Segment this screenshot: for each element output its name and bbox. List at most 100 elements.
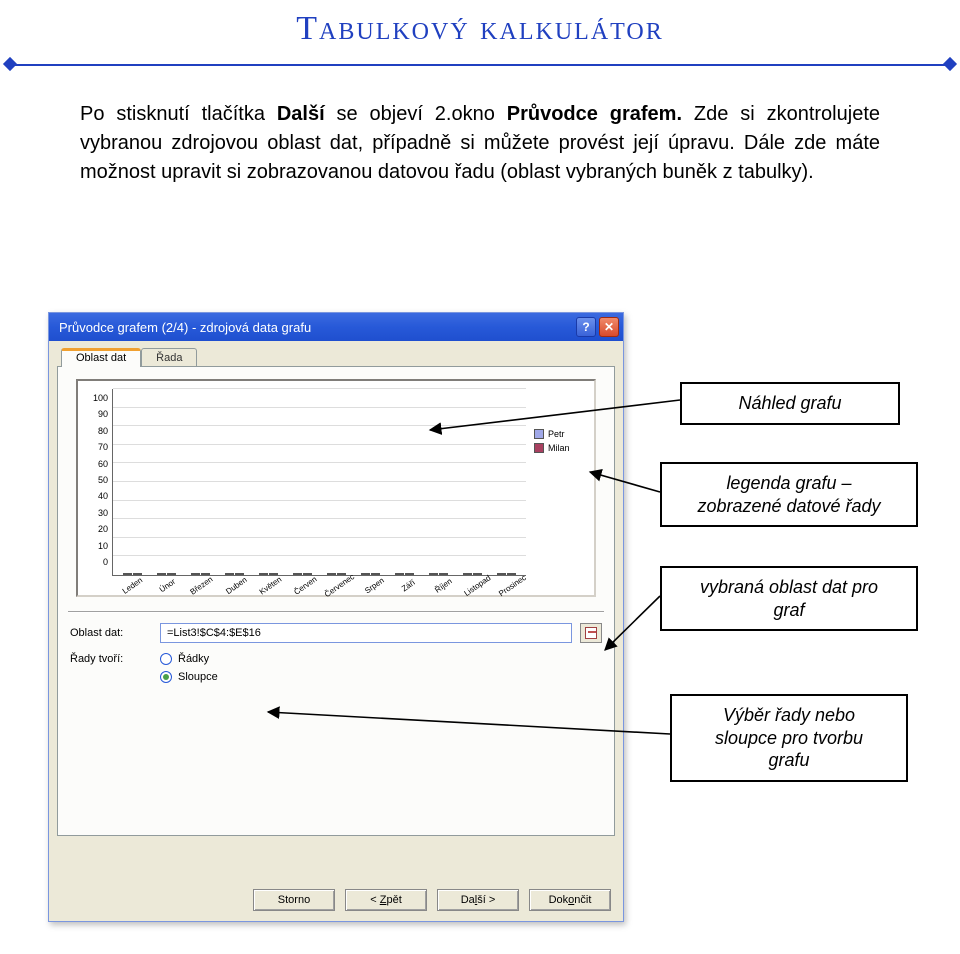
ytick: 80 <box>88 426 108 436</box>
btn-text: pět <box>386 894 401 906</box>
radio-radky[interactable]: Řádky <box>160 653 218 665</box>
xtick: Prosinec <box>495 572 528 599</box>
bar-milan <box>405 573 414 575</box>
bar-milan <box>303 573 312 575</box>
radio-radky-label: Řádky <box>178 653 209 665</box>
bar-petr <box>361 573 370 575</box>
para-text: Po stisknutí tlačítka <box>80 103 277 125</box>
btn-text: Dok <box>549 894 569 906</box>
bar-petr <box>293 573 302 575</box>
radio-radky-input[interactable] <box>160 653 172 665</box>
chart-wizard-window: Průvodce grafem (2/4) - zdrojová data gr… <box>48 312 624 922</box>
xtick: Červenec <box>323 572 356 599</box>
tab-page-oblast-dat: 1009080706050403020100 LedenÚnorBřezenDu… <box>57 366 615 836</box>
bar-milan <box>337 573 346 575</box>
bar-petr <box>327 573 336 575</box>
wizard-titlebar: Průvodce grafem (2/4) - zdrojová data gr… <box>49 313 623 341</box>
input-oblast-dat[interactable] <box>160 623 572 643</box>
callout-text: sloupce pro tvorbu <box>715 728 863 748</box>
callout-text: legenda grafu – <box>726 473 851 493</box>
bar-petr <box>191 573 200 575</box>
tab-oblast-dat[interactable]: Oblast dat <box>61 348 141 367</box>
callout-preview: Náhled grafu <box>680 382 900 425</box>
xtick: Září <box>392 572 425 599</box>
xtick: Červen <box>288 572 321 599</box>
row-rady-tvori: Řady tvoří: Řádky Sloupce <box>70 653 602 683</box>
chart-yaxis: 1009080706050403020100 <box>88 389 112 589</box>
ytick: 100 <box>88 393 108 403</box>
ytick: 60 <box>88 459 108 469</box>
finish-button[interactable]: Dokončit <box>529 889 611 911</box>
legend-label: Petr <box>548 429 565 439</box>
para-bold-2: Průvodce grafem. <box>507 103 682 125</box>
bar-petr <box>429 573 438 575</box>
label-rady-tvori: Řady tvoří: <box>70 653 152 665</box>
bar-milan <box>439 573 448 575</box>
page-title: Tabulkový kalkulátor <box>0 0 960 54</box>
callout-range: vybraná oblast dat pro graf <box>660 566 918 631</box>
legend-swatch-b <box>534 443 544 453</box>
radio-sloupce-input[interactable] <box>160 671 172 683</box>
legend-swatch-a <box>534 429 544 439</box>
xtick: Leden <box>116 572 149 599</box>
btn-text: nčit <box>574 894 591 906</box>
title-rule <box>0 54 960 76</box>
radio-sloupce[interactable]: Sloupce <box>160 671 218 683</box>
legend-item-milan: Milan <box>534 443 588 453</box>
ytick: 70 <box>88 442 108 452</box>
wizard-button-bar: Storno < Zpět Další > Dokončit <box>253 889 611 911</box>
radio-sloupce-label: Sloupce <box>178 671 218 683</box>
para-text: se objeví 2.okno <box>337 103 507 125</box>
legend-label: Milan <box>548 443 570 453</box>
next-button[interactable]: Další > <box>437 889 519 911</box>
bar-petr <box>463 573 472 575</box>
para-bold-1: Další <box>277 103 325 125</box>
ytick: 90 <box>88 409 108 419</box>
separator <box>68 611 604 613</box>
ytick: 50 <box>88 475 108 485</box>
btn-text: < <box>370 894 379 906</box>
tab-rada[interactable]: Řada <box>141 348 197 367</box>
callout-text: zobrazené datové řady <box>697 496 880 516</box>
help-button[interactable]: ? <box>576 317 596 337</box>
close-button[interactable]: ✕ <box>599 317 619 337</box>
wizard-title: Průvodce grafem (2/4) - zdrojová data gr… <box>59 320 573 335</box>
row-oblast-dat: Oblast dat: <box>70 623 602 643</box>
xtick: Květen <box>254 572 287 599</box>
ytick: 10 <box>88 541 108 551</box>
chart-legend: Petr Milan <box>526 389 588 589</box>
callout-text: graf <box>773 600 804 620</box>
ytick: 40 <box>88 491 108 501</box>
bar-milan <box>473 573 482 575</box>
btn-text: Da <box>461 894 475 906</box>
legend-item-petr: Petr <box>534 429 588 439</box>
chart-bars <box>112 389 526 576</box>
callout-series: Výběr řady nebo sloupce pro tvorbu grafu <box>670 694 908 782</box>
ytick: 20 <box>88 524 108 534</box>
xtick: Srpen <box>357 572 390 599</box>
bar-petr <box>497 573 506 575</box>
bar-milan <box>507 573 516 575</box>
callout-legend: legenda grafu – zobrazené datové řady <box>660 462 918 527</box>
range-select-icon <box>585 627 597 639</box>
cancel-button[interactable]: Storno <box>253 889 335 911</box>
back-button[interactable]: < Zpět <box>345 889 427 911</box>
chart-xaxis: LedenÚnorBřezenDubenKvětenČervenČervenec… <box>112 576 526 589</box>
chart-preview: 1009080706050403020100 LedenÚnorBřezenDu… <box>76 379 596 597</box>
bar-petr <box>123 573 132 575</box>
callout-text: Výběr řady nebo <box>723 705 855 725</box>
ytick: 0 <box>88 557 108 567</box>
callout-text: grafu <box>768 750 809 770</box>
ytick: 30 <box>88 508 108 518</box>
body-paragraph: Po stisknutí tlačítka Další se objeví 2.… <box>0 76 960 207</box>
bar-petr <box>225 573 234 575</box>
wizard-tabs: Oblast dat Řada <box>61 347 615 366</box>
bar-petr <box>395 573 404 575</box>
label-oblast-dat: Oblast dat: <box>70 627 152 639</box>
bar-petr <box>259 573 268 575</box>
xtick: Duben <box>219 572 252 599</box>
xtick: Říjen <box>426 572 459 599</box>
range-select-button[interactable] <box>580 623 602 643</box>
xtick: Březen <box>185 572 218 599</box>
btn-text: ší > <box>477 894 495 906</box>
